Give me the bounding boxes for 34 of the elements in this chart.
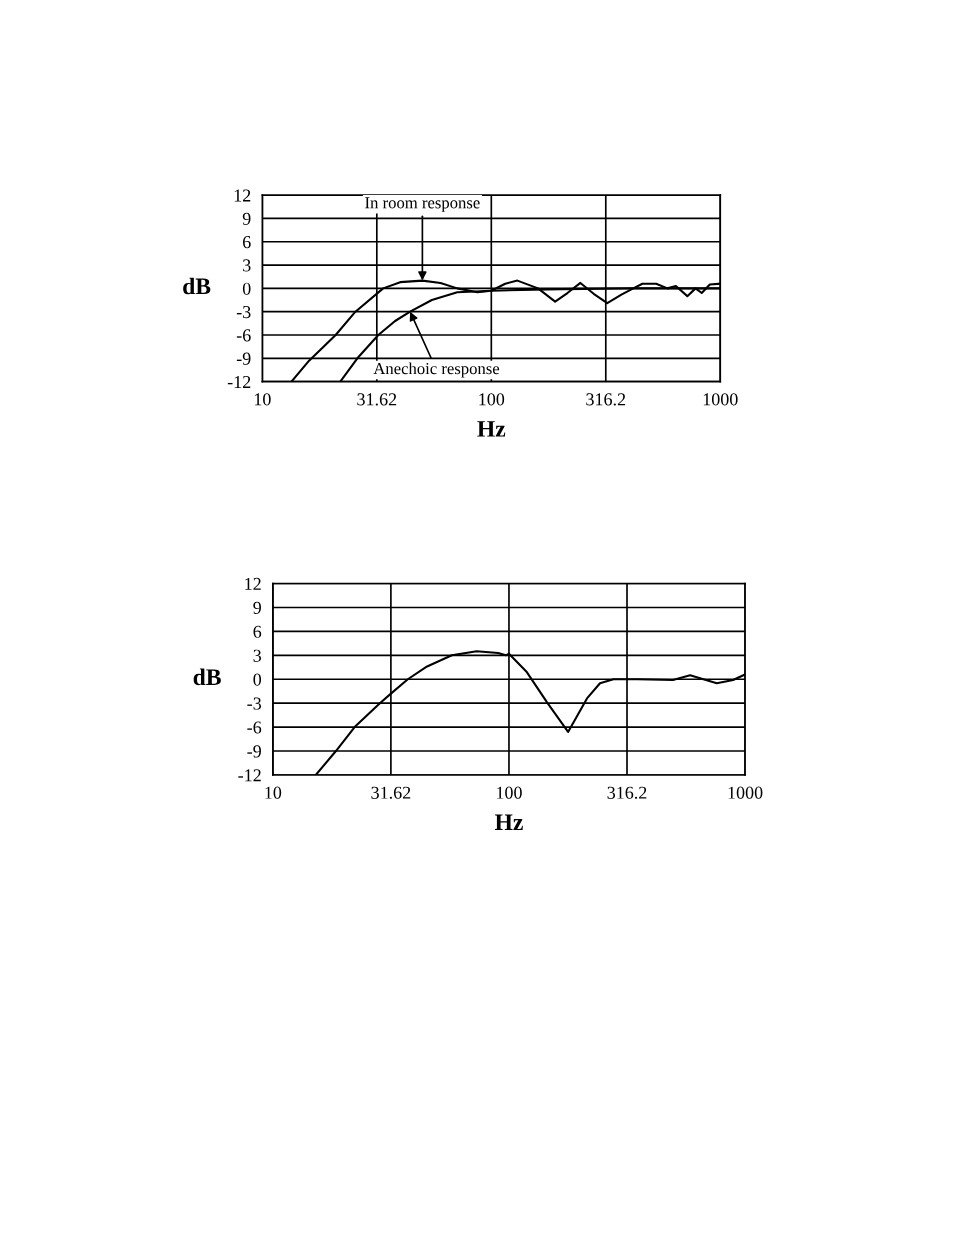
y-tick-label: 9 xyxy=(242,212,251,225)
y-tick-label: -12 xyxy=(227,375,251,388)
x-tick-label: 31.62 xyxy=(371,786,411,799)
y-tick-label: 0 xyxy=(242,282,251,295)
y-tick-label: 9 xyxy=(253,601,261,614)
x-tick-label: 31.62 xyxy=(357,393,397,406)
y-tick-label: 0 xyxy=(253,673,262,686)
y-tick-label: -6 xyxy=(247,721,262,734)
x-tick-label: 1000 xyxy=(703,393,738,406)
y-axis-title: dB xyxy=(183,277,211,295)
y-tick-label: -9 xyxy=(247,745,261,758)
y-tick-label: -12 xyxy=(238,769,261,782)
y-axis-title: dB xyxy=(193,668,221,686)
y-tick-label: -6 xyxy=(236,329,251,342)
x-tick-label: 10 xyxy=(254,393,271,406)
x-tick-label: 10 xyxy=(265,786,282,799)
y-tick-label: -3 xyxy=(236,305,251,319)
y-tick-label: 12 xyxy=(234,189,251,202)
annotation: Anechoic response xyxy=(373,362,500,378)
y-tick-label: 3 xyxy=(253,649,262,662)
y-tick-label: 6 xyxy=(242,236,251,249)
y-tick-label: 12 xyxy=(245,577,261,590)
y-tick-label: -9 xyxy=(236,352,251,365)
x-tick-label: 316.2 xyxy=(586,393,626,406)
y-tick-label: -3 xyxy=(247,697,262,710)
annotation: In room response xyxy=(365,197,480,212)
x-axis-title: Hz xyxy=(494,814,523,830)
x-tick-label: 100 xyxy=(479,393,505,406)
x-tick-label: 100 xyxy=(497,786,522,799)
x-tick-label: 1000 xyxy=(728,786,763,799)
y-tick-label: 6 xyxy=(253,625,262,638)
x-tick-label: 316.2 xyxy=(607,786,647,799)
y-tick-label: 3 xyxy=(243,259,251,272)
x-axis-title: Hz xyxy=(477,421,506,437)
